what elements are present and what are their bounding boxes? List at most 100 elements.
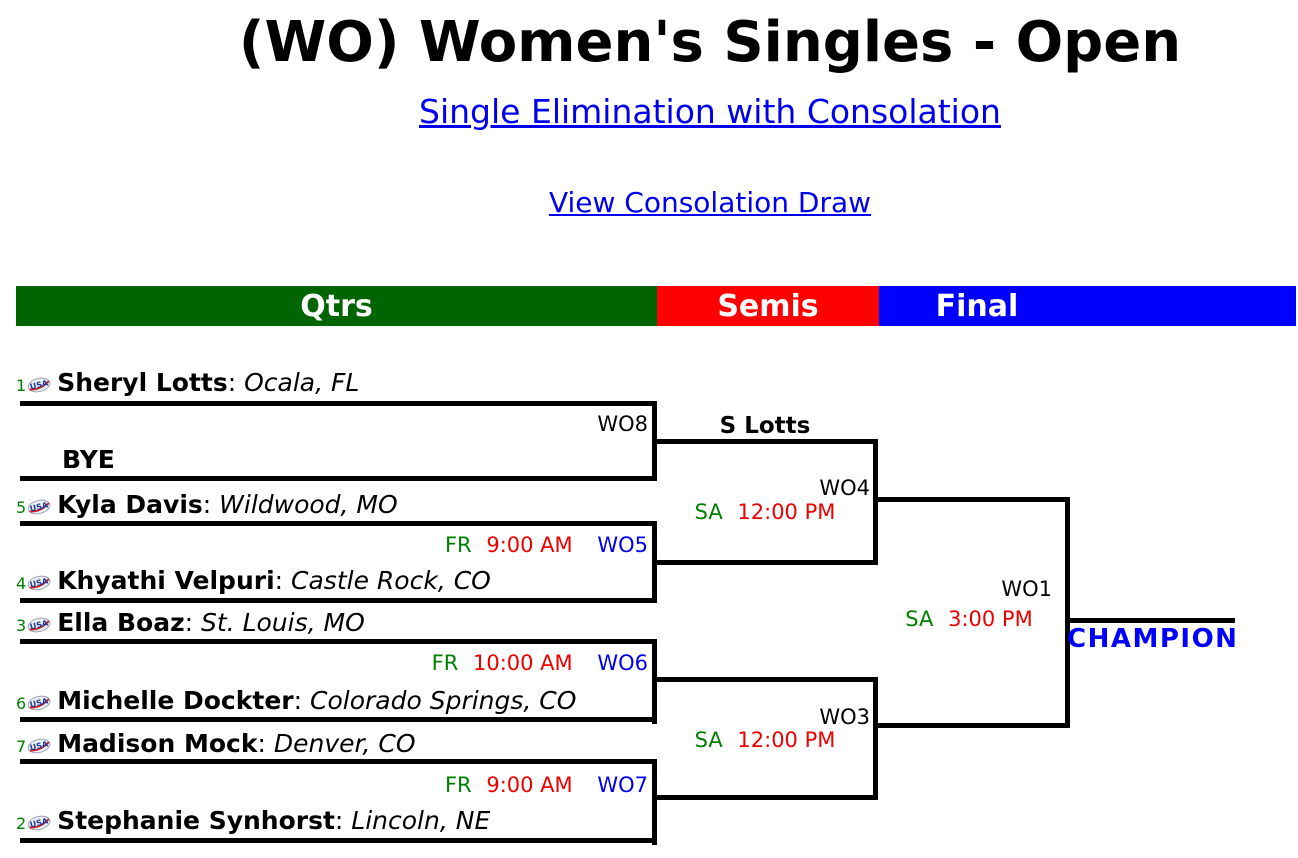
match-wo8-label: WO8 — [597, 412, 648, 436]
player-location: Ocala, FL — [244, 368, 360, 397]
bracket-line — [20, 838, 657, 843]
semi-top-winner: S Lotts — [719, 413, 811, 439]
round-header-qtrs: Qtrs — [16, 286, 657, 326]
player-name: Madison Mock — [57, 729, 258, 758]
match-wo3-schedule: SA 12:00 PM — [652, 728, 878, 752]
usa-racquetball-logo-icon: USA — [27, 493, 51, 523]
match-wo4-day: SA — [694, 500, 723, 524]
separator: : — [334, 806, 352, 835]
match-wo3-code: WO3 — [819, 705, 870, 729]
bracket-line — [873, 677, 878, 800]
match-wo1-label: WO1 — [1001, 577, 1052, 601]
player-row: 5 USA Kyla Davis: Wildwood, MO — [16, 490, 398, 520]
player-name: Kyla Davis — [57, 490, 203, 519]
player-seed: 2 — [16, 814, 27, 833]
bracket-line — [20, 717, 657, 722]
match-wo6-time: 10:00 AM — [472, 651, 573, 675]
match-wo7-time: 9:00 AM — [486, 773, 573, 797]
bracket-line — [652, 560, 878, 565]
player-row: 3 USA Ella Boaz: St. Louis, MO — [16, 608, 365, 638]
match-wo8-code: WO8 — [597, 412, 648, 436]
usa-racquetball-logo-icon: USA — [27, 371, 51, 401]
player-seed: 1 — [16, 376, 27, 395]
format-link[interactable]: Single Elimination with Consolation — [419, 92, 1001, 131]
player-seed: 3 — [16, 616, 27, 635]
bracket-line — [20, 759, 657, 764]
match-wo7-code[interactable]: WO7 — [597, 773, 648, 797]
player-name: Sheryl Lotts — [57, 368, 228, 397]
match-wo1-schedule: SA 3:00 PM — [873, 607, 1065, 631]
player-location: Castle Rock, CO — [291, 566, 491, 595]
match-wo3-time: 12:00 PM — [737, 728, 836, 752]
match-wo6-label: FR 10:00 AM WO6 — [432, 651, 648, 675]
player-row: 6 USA Michelle Dockter: Colorado Springs, … — [16, 686, 576, 716]
bracket-line — [20, 401, 657, 406]
bracket-line — [873, 439, 878, 565]
bracket-line — [873, 497, 1070, 502]
match-wo1-day: SA — [905, 607, 934, 631]
match-wo3-day: SA — [694, 728, 723, 752]
separator: : — [274, 566, 292, 595]
bracket-line — [20, 598, 657, 603]
player-location: Colorado Springs, CO — [310, 686, 577, 715]
player-seed: 5 — [16, 498, 27, 517]
page-title: (WO) Women's Singles - Open — [238, 10, 1182, 75]
bracket-line — [652, 761, 657, 845]
match-wo4-schedule: SA 12:00 PM — [652, 500, 878, 524]
separator: : — [257, 729, 274, 758]
player-row: 7 USA Madison Mock: Denver, CO — [16, 729, 416, 759]
usa-racquetball-logo-icon: USA — [27, 569, 51, 599]
player-name: BYE — [62, 445, 115, 474]
match-wo1-time: 3:00 PM — [948, 607, 1033, 631]
match-wo6-code[interactable]: WO6 — [597, 651, 648, 675]
bracket-line — [873, 723, 1070, 728]
player-location: Wildwood, MO — [219, 490, 398, 519]
player-row: 2 USA Stephanie Synhorst: Lincoln, NE — [16, 806, 490, 836]
match-wo4-label: WO4 — [819, 476, 870, 500]
champion-line — [1065, 618, 1235, 623]
match-wo4-code: WO4 — [819, 476, 870, 500]
champion-label: CHAMPION — [1067, 624, 1239, 654]
match-wo6-day: FR — [431, 651, 459, 675]
player-name: Stephanie Synhorst — [57, 806, 335, 835]
view-consolation-link[interactable]: View Consolation Draw — [548, 186, 872, 219]
usa-racquetball-logo-icon: USA — [27, 732, 51, 762]
player-seed: 6 — [16, 694, 27, 713]
match-wo4-time: 12:00 PM — [737, 500, 836, 524]
bracket-line — [20, 639, 657, 644]
match-wo3-label: WO3 — [819, 705, 870, 729]
bracket-line — [652, 795, 878, 800]
usa-racquetball-logo-icon: USA — [27, 809, 51, 839]
player-name: Ella Boaz — [57, 608, 185, 637]
match-wo5-day: FR — [444, 533, 472, 557]
player-name: Khyathi Velpuri — [57, 566, 275, 595]
round-label-qtrs: Qtrs — [300, 288, 373, 324]
usa-racquetball-logo-icon: USA — [27, 689, 51, 719]
separator: : — [202, 490, 220, 519]
separator: : — [293, 686, 310, 715]
match-wo7-day: FR — [444, 773, 472, 797]
player-row: BYE — [62, 445, 115, 475]
match-wo1-code: WO1 — [1001, 577, 1052, 601]
match-wo7-label: FR 9:00 AM WO7 — [445, 773, 648, 797]
match-wo5-code[interactable]: WO5 — [597, 533, 648, 557]
separator: : — [184, 608, 202, 637]
round-label-final: Final — [935, 288, 1019, 324]
player-name: Michelle Dockter — [57, 686, 294, 715]
player-row: 1 USA Sheryl Lotts: Ocala, FL — [16, 368, 359, 398]
separator: : — [227, 368, 245, 397]
usa-racquetball-logo-icon: USA — [27, 611, 51, 641]
round-label-semis: Semis — [717, 288, 819, 324]
player-location: Denver, CO — [273, 729, 416, 758]
match-wo5-time: 9:00 AM — [486, 533, 573, 557]
bracket-line — [20, 521, 657, 526]
player-location: Lincoln, NE — [351, 806, 491, 835]
bracket-line — [652, 677, 878, 682]
subtitle: Single Elimination with Consolation — [122, 92, 1298, 131]
player-seed: 4 — [16, 574, 27, 593]
match-wo5-label: FR 9:00 AM WO5 — [445, 533, 648, 557]
player-location: St. Louis, MO — [201, 608, 365, 637]
bracket-line — [1065, 497, 1070, 728]
view-consolation: View Consolation Draw — [122, 186, 1298, 219]
